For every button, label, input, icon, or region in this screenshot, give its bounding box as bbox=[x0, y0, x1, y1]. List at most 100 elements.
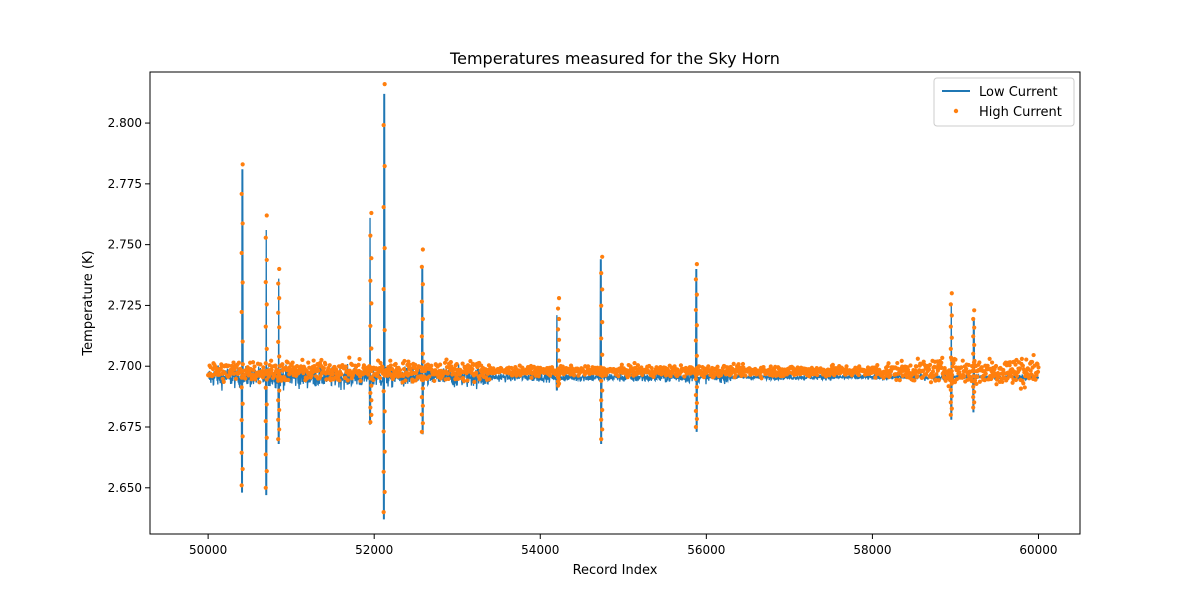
high-current-point bbox=[276, 417, 281, 422]
high-current-point bbox=[474, 370, 479, 375]
high-current-point bbox=[239, 250, 244, 256]
high-current-point bbox=[740, 361, 746, 367]
high-current-point bbox=[881, 375, 886, 380]
high-current-point bbox=[966, 362, 971, 368]
high-current-point bbox=[263, 235, 268, 240]
high-current-point bbox=[276, 339, 281, 345]
high-current-point bbox=[887, 373, 893, 378]
high-current-point bbox=[240, 280, 245, 285]
y-tick-label: 2.800 bbox=[108, 116, 142, 130]
high-current-point bbox=[926, 367, 932, 372]
y-tick-label: 2.750 bbox=[108, 238, 142, 252]
high-current-point bbox=[300, 357, 305, 362]
high-current-point bbox=[419, 412, 424, 417]
high-current-point bbox=[419, 429, 424, 434]
high-current-point bbox=[949, 406, 954, 411]
high-current-point bbox=[600, 320, 605, 325]
high-current-point bbox=[264, 302, 269, 307]
high-current-point bbox=[240, 368, 245, 374]
high-current-point bbox=[277, 296, 282, 301]
x-tick-label: 58000 bbox=[853, 543, 891, 557]
high-current-point bbox=[236, 360, 241, 365]
high-current-point bbox=[619, 362, 624, 367]
high-current-point bbox=[633, 365, 638, 371]
high-current-point bbox=[899, 358, 904, 363]
high-current-point bbox=[960, 358, 965, 363]
y-tick-label: 2.675 bbox=[108, 420, 142, 434]
high-current-point bbox=[830, 362, 835, 367]
high-current-point bbox=[915, 356, 920, 361]
high-current-point bbox=[324, 377, 329, 382]
high-current-point bbox=[972, 368, 977, 374]
high-current-point bbox=[693, 307, 698, 313]
high-current-point bbox=[939, 360, 944, 365]
high-current-point bbox=[277, 368, 282, 374]
high-current-point bbox=[509, 365, 514, 371]
high-current-point bbox=[283, 378, 288, 383]
high-current-point bbox=[693, 392, 698, 398]
high-current-point bbox=[487, 377, 492, 382]
high-current-point bbox=[316, 368, 321, 373]
high-current-point bbox=[952, 380, 958, 385]
high-current-point bbox=[894, 377, 899, 382]
high-current-point bbox=[239, 450, 244, 455]
high-current-point bbox=[1030, 359, 1035, 365]
high-current-point bbox=[600, 407, 605, 413]
high-current-point bbox=[1013, 377, 1019, 383]
x-tick-label: 54000 bbox=[521, 543, 559, 557]
high-current-point bbox=[693, 376, 698, 382]
high-current-point bbox=[381, 123, 386, 128]
y-axis-label: Temperature (K) bbox=[81, 250, 96, 356]
high-current-point bbox=[985, 363, 990, 368]
high-current-point bbox=[382, 82, 387, 87]
high-current-point bbox=[694, 353, 699, 358]
high-current-point bbox=[948, 387, 953, 392]
high-current-point bbox=[599, 437, 604, 442]
high-current-point bbox=[330, 372, 335, 377]
x-tick-label: 60000 bbox=[1019, 543, 1057, 557]
high-current-point bbox=[600, 388, 605, 393]
high-current-point bbox=[759, 376, 764, 381]
high-current-point bbox=[369, 368, 374, 374]
high-current-point bbox=[989, 376, 994, 382]
high-current-point bbox=[277, 388, 282, 393]
high-current-point bbox=[475, 364, 480, 369]
high-current-point bbox=[327, 363, 332, 368]
high-current-point bbox=[263, 361, 268, 366]
high-current-point bbox=[1000, 379, 1005, 385]
high-current-point bbox=[1035, 369, 1041, 374]
high-current-point bbox=[420, 316, 425, 322]
high-current-point bbox=[971, 374, 976, 379]
high-current-point bbox=[994, 382, 999, 387]
high-current-point bbox=[286, 377, 291, 383]
high-current-point bbox=[368, 390, 373, 396]
high-current-point bbox=[264, 346, 269, 351]
high-current-point bbox=[380, 365, 385, 370]
high-current-point bbox=[972, 400, 977, 405]
high-current-point bbox=[1022, 385, 1027, 390]
high-current-point bbox=[397, 368, 403, 373]
high-current-point bbox=[694, 292, 699, 297]
high-current-point bbox=[420, 386, 425, 391]
high-current-point bbox=[407, 362, 412, 367]
high-current-point bbox=[600, 368, 605, 374]
high-current-point bbox=[936, 378, 941, 383]
y-tick-label: 2.775 bbox=[108, 177, 142, 191]
high-current-point bbox=[1036, 365, 1041, 370]
high-current-point bbox=[715, 364, 720, 369]
high-current-point bbox=[456, 376, 461, 381]
high-current-point bbox=[382, 164, 387, 169]
high-current-point bbox=[983, 371, 988, 376]
high-current-point bbox=[273, 363, 278, 368]
high-current-point bbox=[368, 376, 373, 381]
high-current-point bbox=[693, 277, 698, 282]
high-current-point bbox=[454, 361, 459, 367]
high-current-point bbox=[977, 379, 982, 384]
high-current-point bbox=[277, 354, 282, 359]
high-current-point bbox=[736, 362, 741, 367]
high-current-point bbox=[239, 385, 244, 390]
high-current-point bbox=[1027, 376, 1032, 381]
high-current-point bbox=[693, 338, 698, 343]
high-current-point bbox=[368, 405, 373, 410]
high-current-point bbox=[949, 313, 954, 318]
